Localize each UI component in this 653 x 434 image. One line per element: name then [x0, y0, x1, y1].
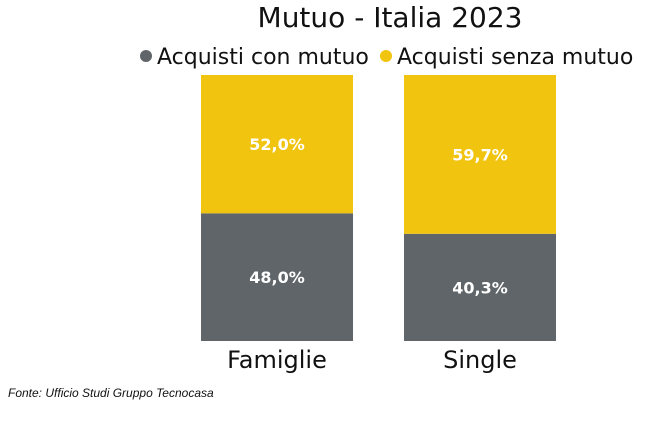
legend-marker-1 — [380, 50, 392, 62]
legend: Acquisti con mutuo Acquisti senza mutuo — [140, 45, 633, 70]
legend-label-0: Acquisti con mutuo — [157, 45, 369, 70]
chart-title: Mutuo - Italia 2023 — [258, 1, 523, 34]
bar-famiglie-0 — [201, 213, 353, 341]
data-label-single-0: 40,3% — [452, 278, 508, 297]
data-label-famiglie-0: 48,0% — [249, 268, 305, 287]
data-label-famiglie-1: 52,0% — [249, 135, 305, 154]
category-label-1: Single — [443, 346, 517, 374]
category-label-0: Famiglie — [227, 346, 327, 374]
category-labels: Famiglie Single — [227, 346, 517, 374]
data-label-single-1: 59,7% — [452, 145, 508, 164]
legend-marker-0 — [140, 50, 152, 62]
bars: 48,0% 52,0% 40,3% 59,7% — [201, 75, 556, 341]
source-note: Fonte: Ufficio Studi Gruppo Tecnocasa — [8, 386, 214, 400]
bar-famiglie-1 — [201, 75, 353, 214]
bar-single-1 — [404, 75, 556, 234]
bar-single-0 — [404, 233, 556, 341]
legend-label-1: Acquisti senza mutuo — [397, 45, 633, 70]
